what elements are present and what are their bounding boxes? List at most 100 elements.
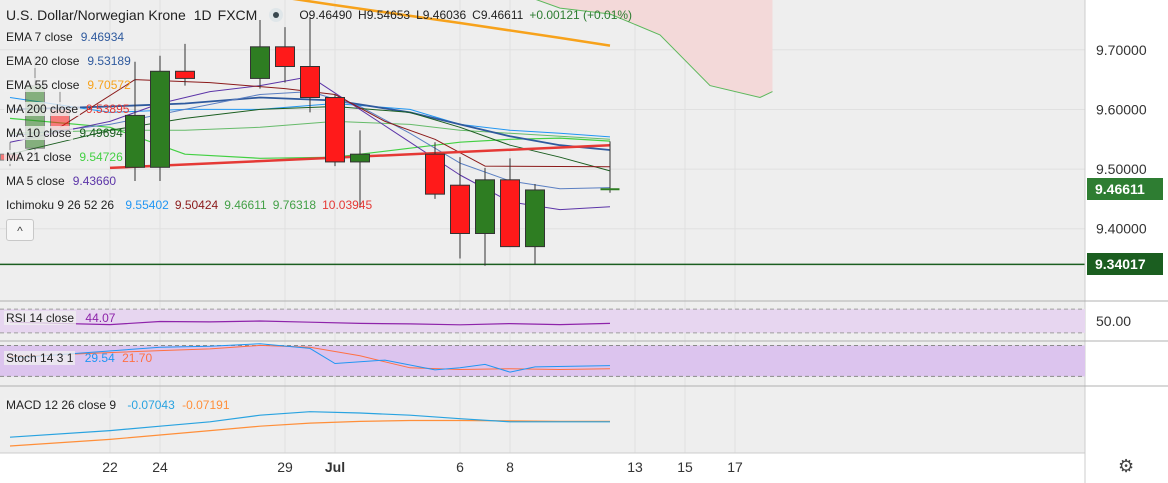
ichimoku-cloud [537,0,773,98]
candle-body [150,70,170,168]
ohlc-close: C9.46611 [472,8,524,22]
stoch-band [0,345,1085,377]
indicator-value: 9.53189 [87,54,131,68]
candle-body [500,179,520,248]
candle [325,94,345,167]
interval-label[interactable]: 1D [193,7,212,23]
indicator-row[interactable]: EMA 20 close 9.53189 [4,53,131,69]
ohlc-change: +0.00121 (+0.01%) [529,8,633,22]
symbol-name[interactable]: U.S. Dollar/Norwegian Krone [6,7,186,23]
candle-body [300,66,320,99]
ma21-line [9,117,611,159]
time-axis-label: 17 [727,459,743,475]
macd-line [9,411,610,438]
macd-value: -0.07043 [127,398,175,412]
candle [425,142,445,199]
stoch-legend[interactable]: Stoch 14 3 1 29.54 21.70 [4,350,152,366]
time-axis-bg [0,453,1085,483]
candle [475,167,495,266]
candle [275,27,295,83]
macd-signal-line [9,419,610,447]
candle [150,55,170,182]
ichimoku-values: 9.55402 9.50424 9.46611 9.76318 10.03945 [119,198,372,212]
candle-body [475,179,495,234]
indicator-row[interactable]: EMA 7 close 9.46934 [4,29,124,45]
ichimoku-span-b-line [535,0,773,99]
ichimoku-value: 9.46611 [224,198,267,212]
settings-gear-icon[interactable]: ⚙ [1118,456,1135,476]
macd-signal-value: -0.07191 [182,398,230,412]
indicator-name: EMA 20 close [4,54,82,68]
ichimoku-name: Ichimoku 9 26 52 26 [4,198,117,212]
rsi-line [9,320,611,326]
time-axis-label: 6 [456,459,464,475]
ichimoku-value: 9.76318 [272,198,317,212]
ichimoku-value: 9.50424 [174,198,219,212]
macd-legend[interactable]: MACD 12 26 close 9 -0.07043 -0.07191 [4,397,230,413]
indicator-row[interactable]: MA 5 close 9.43660 [4,173,116,189]
time-axis-label: 8 [506,459,514,475]
time-axis-label: Jul [325,459,345,475]
ohlc-high: H9.54653 [358,8,411,22]
source-label: FXCM [217,7,258,23]
time-axis-label: 22 [102,459,118,475]
collapse-legend-button[interactable]: ^ [6,219,34,241]
rsi-legend[interactable]: RSI 14 close 44.07 [4,310,115,326]
current-price-tag: 9.46611 [1087,178,1163,201]
rsi-name: RSI 14 close [4,311,77,325]
candle-body [325,97,345,163]
candle-body [450,184,470,234]
candle [175,43,195,86]
indicator-row[interactable]: MA 21 close 9.54726 [4,149,123,165]
chart-header: U.S. Dollar/Norwegian Krone 1D FXCM O9.4… [6,6,632,24]
candle-body [250,46,270,79]
stoch-k-value: 29.54 [84,351,115,365]
indicator-name: EMA 7 close [4,30,75,44]
candle-body [350,153,370,163]
ma10-line [9,106,611,172]
ema55-line [292,0,611,47]
indicator-row[interactable]: EMA 55 close 9.70572 [4,77,131,93]
ichimoku-legend[interactable]: Ichimoku 9 26 52 26 9.55402 9.50424 9.4661… [4,197,372,213]
indicator-name: MA 200 close [4,102,81,116]
stoch-name: Stoch 14 3 1 [4,351,76,365]
indicator-row[interactable]: MA 10 close 9.49694 [4,125,123,141]
candle-body [275,46,295,68]
candle [300,16,320,113]
candle-body [175,70,195,79]
candle [525,183,545,265]
rsi-band [0,309,1085,333]
price-axis-label: 9.40000 [1096,221,1147,237]
time-axis-label: 24 [152,459,168,475]
stoch-d-value: 21.70 [122,351,153,365]
ichimoku-value: 9.55402 [125,198,169,212]
price-axis-label: 9.60000 [1096,101,1147,117]
candle-body [525,189,545,248]
indicator-name: MA 5 close [4,174,67,188]
candle [250,19,270,89]
time-axis-label: 15 [677,459,693,475]
price-axis-label: 9.70000 [1096,42,1147,58]
candle [350,130,370,208]
candle [450,157,470,259]
price-axis-bg [1085,0,1168,483]
price-axis-label: 9.50000 [1096,161,1147,177]
indicator-value: 9.43660 [72,174,117,188]
candle-body [125,114,145,168]
time-axis-label: 13 [627,459,643,475]
indicator-value: 9.49694 [79,126,123,140]
indicator-value: 9.54726 [79,150,123,164]
indicator-value: 9.53895 [86,102,130,116]
ema20-line [9,96,611,151]
indicator-row[interactable]: MA 200 close 9.53895 [4,101,129,117]
stoch-k-line [9,343,611,373]
candle [600,141,620,193]
macd-name: MACD 12 26 close 9 [4,398,119,412]
visibility-icon[interactable] [269,8,284,22]
indicator-value: 9.70572 [87,78,131,92]
indicator-value: 9.46934 [80,30,125,44]
indicator-name: EMA 55 close [4,78,82,92]
ohlc-low: L9.46036 [416,8,467,22]
